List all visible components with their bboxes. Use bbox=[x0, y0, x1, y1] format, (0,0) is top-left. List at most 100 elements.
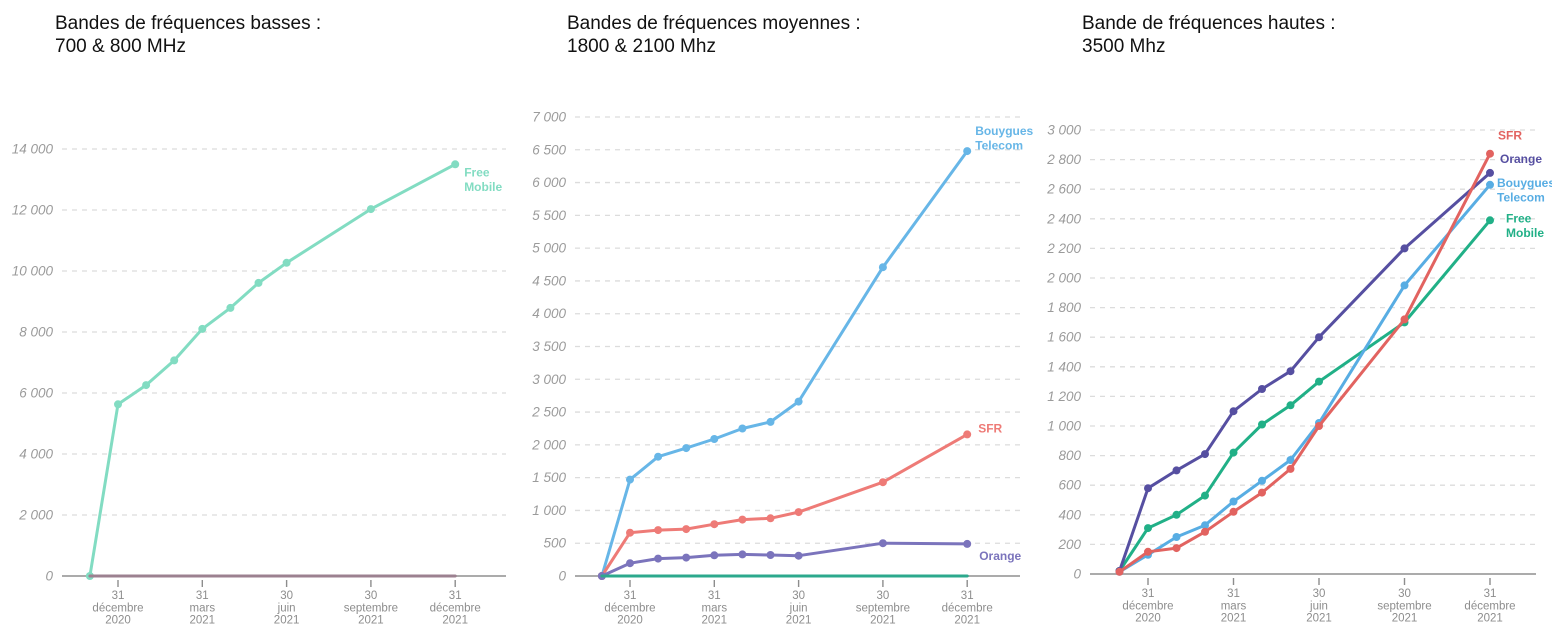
data-point[interactable] bbox=[738, 424, 747, 433]
data-point[interactable] bbox=[1486, 216, 1494, 225]
data-point[interactable] bbox=[1258, 488, 1266, 497]
data-point[interactable] bbox=[682, 444, 691, 453]
data-point[interactable] bbox=[1286, 401, 1295, 410]
data-point[interactable] bbox=[1172, 466, 1181, 475]
data-point[interactable] bbox=[1258, 476, 1266, 485]
data-point[interactable] bbox=[282, 258, 291, 267]
data-point[interactable] bbox=[710, 435, 719, 443]
series-line[interactable] bbox=[600, 541, 969, 578]
data-point[interactable] bbox=[766, 551, 775, 559]
y-axis-tick-label: 0 bbox=[558, 569, 566, 584]
y-axis-tick-label: 6 000 bbox=[19, 386, 53, 401]
data-point[interactable] bbox=[738, 515, 747, 524]
series-line[interactable] bbox=[88, 162, 457, 578]
data-point[interactable] bbox=[1229, 507, 1238, 516]
data-point[interactable] bbox=[654, 526, 663, 535]
x-axis-tick-label: 2021 bbox=[1306, 613, 1332, 625]
chart-title-low-bands: Bandes de fréquences basses : 700 & 800 … bbox=[55, 13, 322, 57]
series-sfr[interactable] bbox=[1115, 149, 1495, 576]
data-point[interactable] bbox=[1144, 524, 1152, 533]
data-point[interactable] bbox=[1229, 497, 1238, 506]
data-point[interactable] bbox=[1286, 464, 1295, 473]
data-point[interactable] bbox=[1400, 244, 1409, 253]
data-point[interactable] bbox=[198, 324, 207, 333]
data-point[interactable] bbox=[1229, 407, 1238, 416]
series-orange[interactable] bbox=[597, 539, 972, 580]
y-axis-tick-label: 4 000 bbox=[532, 306, 566, 321]
data-point[interactable] bbox=[1315, 377, 1323, 386]
data-point[interactable] bbox=[794, 508, 803, 517]
data-point[interactable] bbox=[1144, 484, 1152, 493]
data-point[interactable] bbox=[682, 553, 691, 562]
x-axis-tick-label: juin bbox=[277, 602, 296, 614]
data-point[interactable] bbox=[1172, 510, 1181, 519]
data-point[interactable] bbox=[1400, 315, 1409, 324]
data-point[interactable] bbox=[794, 551, 803, 560]
y-axis-tick-label: 2 600 bbox=[1046, 182, 1081, 197]
data-point[interactable] bbox=[766, 417, 775, 426]
data-point[interactable] bbox=[1258, 385, 1266, 393]
series-line[interactable] bbox=[600, 432, 969, 578]
data-point[interactable] bbox=[626, 528, 634, 537]
data-point[interactable] bbox=[1172, 544, 1181, 553]
data-point[interactable] bbox=[1315, 333, 1323, 342]
data-point[interactable] bbox=[451, 160, 460, 169]
series-line[interactable] bbox=[1118, 183, 1492, 574]
x-axis-tick-label: décembre bbox=[604, 602, 655, 614]
data-point[interactable] bbox=[878, 539, 887, 548]
data-point[interactable] bbox=[1486, 149, 1494, 158]
chart-low-bands: Bandes de fréquences basses : 700 & 800 … bbox=[0, 0, 517, 632]
data-point[interactable] bbox=[1229, 448, 1238, 457]
data-point[interactable] bbox=[1201, 450, 1209, 459]
data-point[interactable] bbox=[1201, 521, 1209, 530]
data-point[interactable] bbox=[1286, 456, 1295, 464]
data-point[interactable] bbox=[254, 278, 263, 287]
data-point[interactable] bbox=[1400, 281, 1409, 290]
data-point[interactable] bbox=[963, 539, 972, 548]
data-point[interactable] bbox=[710, 520, 719, 529]
data-point[interactable] bbox=[1315, 422, 1323, 430]
data-point[interactable] bbox=[366, 205, 375, 214]
data-point[interactable] bbox=[626, 475, 634, 484]
data-point[interactable] bbox=[142, 381, 151, 390]
data-point[interactable] bbox=[1201, 527, 1209, 536]
series-orange[interactable] bbox=[1115, 168, 1495, 575]
data-point[interactable] bbox=[963, 147, 972, 156]
series-line[interactable] bbox=[600, 149, 969, 578]
x-axis-tick-label: 31 bbox=[624, 590, 637, 602]
data-point[interactable] bbox=[1486, 180, 1494, 189]
data-point[interactable] bbox=[626, 559, 634, 568]
data-point[interactable] bbox=[963, 430, 972, 439]
x-axis-tick-label: 31 bbox=[1227, 588, 1240, 600]
data-point[interactable] bbox=[1172, 533, 1181, 541]
series-bouygues-telecom[interactable] bbox=[1115, 180, 1495, 576]
data-point[interactable] bbox=[1201, 491, 1209, 500]
data-point[interactable] bbox=[1258, 420, 1266, 429]
series-free-mobile[interactable] bbox=[85, 160, 460, 580]
data-point[interactable] bbox=[710, 551, 719, 560]
data-point[interactable] bbox=[1486, 168, 1494, 177]
data-point[interactable] bbox=[738, 550, 747, 559]
data-point[interactable] bbox=[794, 397, 803, 406]
series-free-mobile[interactable] bbox=[1115, 216, 1495, 575]
data-point[interactable] bbox=[1286, 367, 1295, 376]
data-point[interactable] bbox=[654, 554, 663, 563]
x-axis-tick-label: décembre bbox=[430, 602, 481, 614]
data-point[interactable] bbox=[170, 356, 179, 365]
x-axis-tick-label: 31 bbox=[449, 590, 462, 602]
series-line[interactable] bbox=[1118, 152, 1492, 574]
data-point[interactable] bbox=[654, 452, 663, 461]
series-sfr[interactable] bbox=[597, 430, 972, 580]
x-axis-tick-label: septembre bbox=[1377, 600, 1431, 612]
data-point[interactable] bbox=[766, 514, 775, 523]
data-point[interactable] bbox=[878, 478, 887, 487]
data-point[interactable] bbox=[226, 303, 235, 312]
x-axis-tick-label: 2021 bbox=[358, 615, 384, 627]
data-point[interactable] bbox=[1115, 567, 1124, 576]
data-point[interactable] bbox=[682, 525, 691, 534]
data-point[interactable] bbox=[1144, 547, 1152, 556]
data-point[interactable] bbox=[114, 400, 122, 409]
series-line[interactable] bbox=[1118, 171, 1492, 573]
y-axis-tick-label: 3 000 bbox=[532, 372, 566, 387]
data-point[interactable] bbox=[878, 263, 887, 272]
